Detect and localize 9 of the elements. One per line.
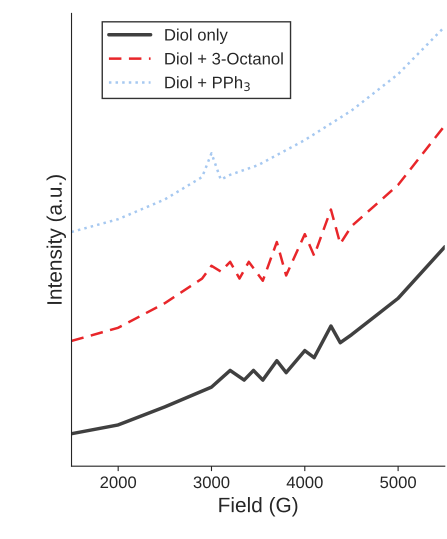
- legend-label: Diol only: [165, 28, 228, 44]
- x-axis-title: Field (G): [219, 497, 298, 516]
- legend-label: Diol + 3-Octanol: [165, 52, 283, 65]
- x-tick-label: 5000: [380, 476, 416, 488]
- x-tick-label: 2000: [100, 476, 136, 488]
- legend-label: Diol + PPh$_{3}$: [165, 76, 250, 92]
- y-axis-title: Intensity (a.u.): [46, 175, 66, 304]
- x-tick-label: 3000: [194, 476, 230, 488]
- x-tick-label: 4000: [286, 476, 323, 488]
